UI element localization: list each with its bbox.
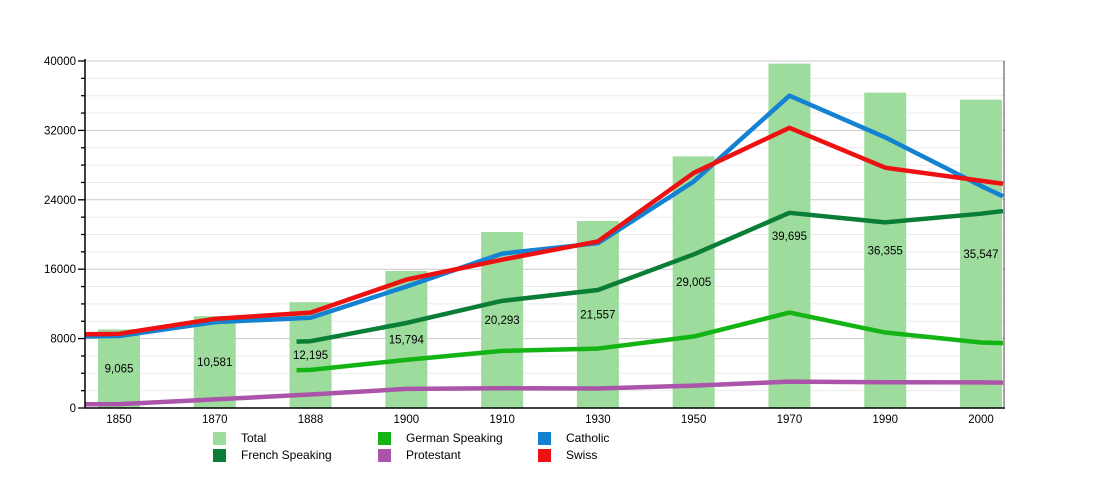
x-tick-label: 1850 [106, 414, 132, 426]
total-bar [98, 329, 140, 408]
legend-label: French Speaking [241, 448, 332, 462]
legend-item-german-speaking: German Speaking [378, 432, 538, 445]
series-line-protestant [84, 379, 1004, 407]
total-bar [672, 156, 715, 408]
series-line-french-speaking [296, 208, 1004, 344]
bar-value-label: 35,547 [963, 249, 998, 261]
legend-label: Protestant [406, 448, 461, 462]
legend-label: German Speaking [406, 431, 503, 445]
bar-value-label: 10,581 [197, 357, 232, 369]
x-tick-label: 1990 [872, 414, 898, 426]
chart-legend: Total German Speaking Catholic French Speak… [213, 430, 708, 464]
legend-color-swatch [213, 449, 226, 462]
legend-color-swatch [213, 432, 226, 445]
x-tick-label: 1910 [489, 414, 515, 426]
legend-color-swatch [538, 432, 551, 445]
total-bar [385, 270, 428, 408]
bar-value-label: 29,005 [676, 277, 711, 289]
legend-label: Catholic [566, 431, 610, 445]
legend-label: Total [241, 431, 267, 445]
legend-color-swatch [378, 449, 391, 462]
total-bar [576, 220, 619, 408]
x-tick-label: 1900 [394, 414, 420, 426]
y-tick-label: 40000 [44, 56, 76, 68]
bar-value-label: 9,065 [105, 364, 134, 376]
bar-value-label: 12,195 [293, 350, 328, 362]
legend-item-protestant: Protestant [378, 449, 538, 462]
x-tick-label: 1950 [681, 414, 707, 426]
bar-value-label: 39,695 [772, 231, 807, 243]
x-tick-label: 2000 [968, 414, 994, 426]
total-bar [193, 316, 236, 408]
legend-color-swatch [538, 449, 551, 462]
x-tick-label: 1888 [298, 414, 324, 426]
y-tick-label: 24000 [44, 195, 76, 207]
y-tick-label: 32000 [44, 125, 76, 137]
y-tick-label: 8000 [50, 334, 76, 346]
series-line-swiss [84, 125, 1004, 337]
legend-item-french-speaking: French Speaking [213, 449, 378, 462]
legend-color-swatch [378, 432, 391, 445]
legend-item-swiss: Swiss [538, 449, 708, 462]
x-tick-label: 1930 [585, 414, 611, 426]
bar-value-label: 15,794 [389, 334, 425, 346]
y-tick-label: 0 [70, 403, 76, 415]
legend-item-catholic: Catholic [538, 432, 708, 445]
x-tick-label: 1970 [777, 414, 803, 426]
x-tick-label: 1870 [202, 414, 228, 426]
bar-value-label: 21,557 [580, 309, 615, 321]
y-tick-label: 16000 [44, 264, 76, 276]
bar-value-label: 20,293 [485, 315, 520, 327]
total-bar [768, 63, 811, 408]
bar-value-label: 36,355 [868, 245, 903, 257]
legend-label: Swiss [566, 448, 598, 462]
total-bar [960, 99, 1002, 409]
series-line-german-speaking [296, 310, 1004, 373]
legend-item-total: Total [213, 432, 378, 445]
